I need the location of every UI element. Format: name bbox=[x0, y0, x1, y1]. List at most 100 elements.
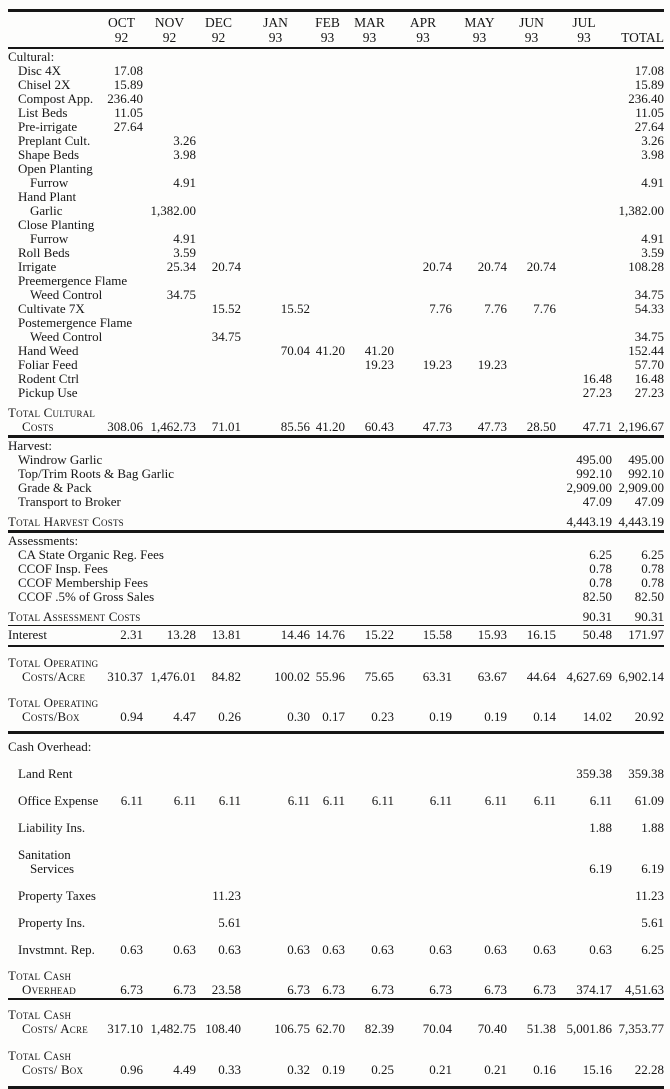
row-label-line1: CCOF Membership Fees bbox=[18, 575, 148, 590]
value-cell: 2,909.00 bbox=[566, 480, 613, 495]
row-label-line1: Pickup Use bbox=[18, 385, 78, 400]
table-row: Postemergence Flame Weed Control 34.75 34.7… bbox=[8, 316, 664, 344]
value-cell: 71.01 bbox=[211, 419, 241, 434]
row-label-line2: Costs/Acre bbox=[22, 669, 86, 684]
value-cell: 20.74 bbox=[422, 259, 452, 274]
row-label: Chisel 2X bbox=[8, 78, 100, 92]
row-label: Office Expense bbox=[8, 793, 100, 808]
value-cell: 6.73 bbox=[484, 982, 507, 997]
table-row: CCOF Insp. Fees 0.78 0.78 bbox=[8, 562, 664, 576]
month-label: JUL bbox=[572, 15, 596, 30]
value-cell: 7.76 bbox=[484, 301, 507, 316]
value-cell: 14.76 bbox=[315, 627, 345, 642]
value-cell: 15.16 bbox=[582, 1062, 612, 1077]
section: Interest 2.31 13.28 13.81 14.46 14.76 15.22 15.… bbox=[8, 626, 664, 647]
month-label: MAY bbox=[464, 15, 495, 30]
row-label-line2: Overhead bbox=[22, 982, 76, 997]
value-cell: 47.73 bbox=[422, 419, 452, 434]
row-label-line1: Preemergence Flame bbox=[18, 273, 128, 288]
month-header: MAR 93 bbox=[345, 15, 394, 45]
row-label-line2: Furrow bbox=[30, 175, 69, 190]
value-cell: 0.32 bbox=[287, 1062, 310, 1077]
month-label: MAR bbox=[354, 15, 385, 30]
section: Cultural: Disc 4X 17.08 17.08 Chisel 2X 15.89… bbox=[8, 49, 664, 436]
value-cell: 7.76 bbox=[533, 301, 556, 316]
value-cell: 308.06 bbox=[107, 419, 143, 434]
row-label-line1: Roll Beds bbox=[18, 245, 70, 260]
value-cell: 14.02 bbox=[582, 709, 612, 724]
value-cell: 11.05 bbox=[114, 105, 143, 120]
total-value-cell: 6.25 bbox=[641, 547, 664, 562]
row-label-line1: Hand Weed bbox=[18, 343, 79, 358]
value-cell: 6.73 bbox=[429, 982, 452, 997]
total-value-cell: 4.91 bbox=[641, 231, 664, 246]
row-label: Land Rent bbox=[8, 766, 100, 781]
row-label-line1: Sanitation bbox=[18, 846, 71, 862]
value-cell: 4,627.69 bbox=[566, 669, 613, 684]
value-cell: 90.31 bbox=[582, 609, 612, 624]
value-cell: 34.75 bbox=[211, 329, 241, 344]
value-cell: 0.63 bbox=[120, 941, 143, 957]
value-cell: 82.50 bbox=[582, 589, 612, 604]
total-value-cell: 57.70 bbox=[634, 357, 664, 372]
value-cell: 0.78 bbox=[589, 575, 612, 590]
year-label: 93 bbox=[268, 30, 283, 45]
value-cell: 84.82 bbox=[211, 669, 241, 684]
row-label: Sanitation Services bbox=[8, 846, 100, 876]
row-label-line1: CCOF .5% of Gross Sales bbox=[18, 589, 155, 604]
value-cell: 34.75 bbox=[166, 287, 196, 302]
row-label: Close Planting Furrow bbox=[8, 218, 100, 246]
table-row: Hand Plant Garlic 1,382.00 1,382.00 bbox=[8, 190, 664, 218]
value-cell: 0.63 bbox=[429, 941, 452, 957]
section: Total Cash Costs/ Acre 317.10 1,482.75 108.4… bbox=[8, 1000, 664, 1089]
value-cell: 70.40 bbox=[477, 1021, 507, 1036]
row-label: Rodent Ctrl bbox=[8, 372, 100, 386]
row-label: CCOF Insp. Fees bbox=[8, 561, 108, 576]
value-cell: 6.11 bbox=[287, 792, 310, 808]
row-label-line1: Invstmnt. Rep. bbox=[18, 941, 95, 957]
value-cell: 44.64 bbox=[526, 669, 556, 684]
table-row: Chisel 2X 15.89 15.89 bbox=[8, 78, 664, 92]
table-row: Preemergence Flame Weed Control 34.75 34.75 bbox=[8, 274, 664, 302]
total-value-cell: 4,51.63 bbox=[625, 982, 664, 997]
month-header: APR 93 bbox=[394, 15, 452, 45]
total-value-cell: 34.75 bbox=[634, 287, 664, 302]
year-label: 93 bbox=[362, 30, 377, 45]
value-cell: 5,001.86 bbox=[566, 1021, 613, 1036]
value-cell: 27.64 bbox=[113, 119, 143, 134]
table-row: Compost App. 236.40 236.40 bbox=[8, 92, 664, 106]
value-cell: 50.48 bbox=[582, 627, 612, 642]
value-cell: 63.31 bbox=[422, 669, 452, 684]
value-cell: 4.49 bbox=[173, 1062, 196, 1077]
value-cell: 70.04 bbox=[422, 1021, 452, 1036]
value-cell: 0.63 bbox=[533, 941, 556, 957]
table-row: Top/Trim Roots & Bag Garlic 992.10 992.10 bbox=[8, 467, 664, 481]
value-cell: 236.40 bbox=[107, 91, 143, 106]
row-label-line1: List Beds bbox=[18, 105, 68, 120]
value-cell: 5.61 bbox=[218, 914, 241, 930]
row-label-line1: Total Cash bbox=[8, 1007, 72, 1022]
value-cell: 14.46 bbox=[280, 627, 310, 642]
value-cell: 4.91 bbox=[173, 231, 196, 246]
value-cell: 0.21 bbox=[429, 1062, 452, 1077]
scanned-cost-document: { "table": { "columns": [ {"month":"OCT"… bbox=[8, 9, 664, 1089]
value-cell: 6.73 bbox=[173, 982, 196, 997]
month-header: JAN 93 bbox=[241, 15, 310, 45]
value-cell: 82.39 bbox=[364, 1021, 394, 1036]
row-label: Invstmnt. Rep. bbox=[8, 941, 100, 957]
total-value-cell: 4.91 bbox=[641, 175, 664, 190]
year-label: 93 bbox=[416, 30, 430, 45]
year-label: 93 bbox=[472, 30, 487, 45]
table-row: CA State Organic Reg. Fees 6.25 6.25 bbox=[8, 548, 664, 562]
row-label: Preplant Cult. bbox=[8, 134, 100, 148]
row-label: Preemergence Flame Weed Control bbox=[8, 273, 128, 302]
table-row: Shape Beds 3.98 3.98 bbox=[8, 148, 664, 162]
row-label: Top/Trim Roots & Bag Garlic bbox=[8, 467, 174, 481]
value-cell: 1.88 bbox=[589, 819, 612, 835]
value-cell: 20.74 bbox=[477, 259, 507, 274]
value-cell: 6.11 bbox=[120, 792, 143, 808]
row-label-line1: Foliar Feed bbox=[18, 357, 78, 372]
row-label-line1: CCOF Insp. Fees bbox=[18, 561, 108, 576]
table-row: Sanitation Services 6.19 6.19 bbox=[8, 841, 664, 882]
row-label-line1: Compost App. bbox=[18, 91, 94, 106]
